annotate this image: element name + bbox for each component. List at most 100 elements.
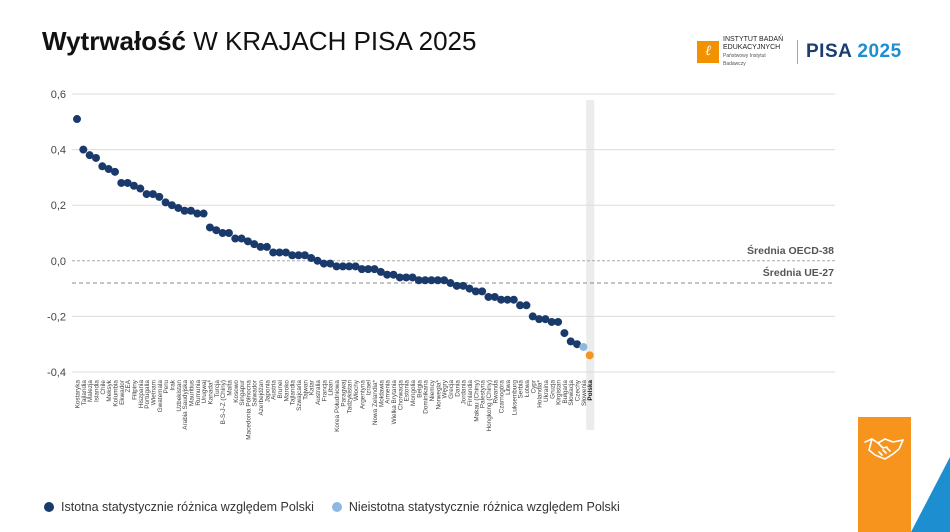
data-point <box>478 287 487 296</box>
x-tick-label: Paragwaj <box>340 380 347 407</box>
x-tick-label: Kosowo <box>233 380 240 403</box>
data-point <box>167 201 176 210</box>
x-tick-label: Azerbejdżan <box>258 380 265 416</box>
x-tick-label: B-S-J-Z (Chiny) <box>220 380 227 424</box>
data-point <box>516 301 525 310</box>
reference-line-label: Średnia OECD-38 <box>747 244 834 257</box>
data-point <box>117 178 126 187</box>
data-point <box>307 254 316 263</box>
data-point <box>522 301 531 310</box>
data-point <box>427 276 436 285</box>
x-tick-label: Brunei <box>277 380 284 398</box>
data-point <box>446 279 455 288</box>
data-point <box>452 281 461 290</box>
reference-lines: Średnia OECD-38 Średnia UE-27 <box>72 244 835 284</box>
x-tick-label: Meksyk <box>106 379 113 401</box>
handshake-icon <box>864 438 904 460</box>
data-point <box>383 270 392 279</box>
data-point <box>123 178 132 187</box>
x-tick-labels: Kostaryka Tajlandia Malezja Islandia Chile Me… <box>75 379 595 440</box>
x-tick-label: Gruzja <box>549 380 556 399</box>
x-tick-label: Dania <box>454 380 461 397</box>
data-point <box>79 145 88 154</box>
pisa-logo: PISA 2025 <box>806 41 902 63</box>
x-tick-label: Czechy <box>575 379 582 401</box>
data-point <box>186 206 195 215</box>
x-tick-label: Katar <box>309 379 316 395</box>
data-point <box>218 229 227 237</box>
data-point <box>231 234 240 243</box>
data-point <box>332 262 341 271</box>
x-tick-label: Dominikana <box>423 380 430 414</box>
x-tick-label: Hiszpania <box>138 380 145 409</box>
legend-item-significant: Istotna statystycznie różnica względem P… <box>44 500 314 514</box>
x-tick-label: Uzbekistan <box>176 380 183 412</box>
data-point <box>85 151 94 160</box>
x-tick-label: Turcja <box>214 380 221 398</box>
data-point <box>174 203 183 212</box>
x-tick-label: Jordania <box>461 380 468 405</box>
data-point <box>98 162 107 171</box>
data-point <box>262 242 271 251</box>
x-tick-label: Finlandia <box>467 380 474 406</box>
data-point <box>104 165 113 174</box>
ibe-logo-text: INSTYTUT BADAŃ EDUKACYJNYCH Państwowy In… <box>723 36 789 68</box>
reference-line-label: Średnia UE-27 <box>763 266 834 279</box>
x-tick-label: Irak <box>169 379 176 390</box>
x-tick-label: Kanada* <box>207 379 214 404</box>
x-tick-label: Kostaryka <box>75 380 82 409</box>
x-tick-label: Włochy <box>353 379 360 401</box>
data-point <box>440 276 449 285</box>
data-point <box>148 190 157 199</box>
data-point <box>193 209 202 218</box>
x-tick-label: Islandia <box>93 380 100 402</box>
y-tick-label: 0,2 <box>51 200 66 212</box>
x-tick-label: Grecja <box>448 380 455 399</box>
x-tick-label: Słowenia <box>581 380 588 406</box>
x-tick-label: Urugwaj <box>201 380 208 403</box>
legend-label-significant: Istotna statystycznie różnica względem P… <box>61 500 314 514</box>
x-tick-label: Serbia <box>518 380 525 399</box>
data-point <box>414 276 423 285</box>
x-tick-label: Chile <box>100 380 107 395</box>
x-tick-label: Malta <box>226 380 233 396</box>
data-point <box>585 351 594 360</box>
logo-separator <box>797 40 798 64</box>
x-tick-label: Wietnam <box>150 380 157 405</box>
data-point <box>490 292 499 301</box>
data-point <box>269 248 278 257</box>
decorative-blue-triangle <box>911 457 950 532</box>
data-point <box>535 315 544 324</box>
data-point <box>389 270 398 279</box>
x-tick-label: Korea Południowa <box>334 380 341 432</box>
data-point <box>484 292 493 301</box>
data-point <box>288 251 297 260</box>
data-point <box>357 265 366 274</box>
data-point <box>376 267 385 276</box>
x-tick-label: Cypr <box>530 379 537 393</box>
data-point <box>402 273 411 282</box>
data-point <box>205 223 214 232</box>
title-bold: Wytrwałość <box>42 26 187 56</box>
x-tick-label: Tajwan <box>302 380 309 400</box>
data-point <box>136 184 145 193</box>
x-tick-label: Australia <box>315 380 322 405</box>
x-tick-label: Słowacja <box>568 380 575 406</box>
y-tick-labels: 0,6 0,4 0,2 0,0 -0,2 -0,4 <box>47 89 66 379</box>
x-tick-label: Singapur <box>239 379 246 405</box>
legend-dot-not-significant <box>331 502 342 512</box>
legend-item-not-significant: Nieistotna statystycznie różnica względe… <box>331 500 620 514</box>
data-point <box>294 251 303 260</box>
data-point <box>326 259 335 268</box>
scatter-chart: 0,60,40,20,0-0,2-0,4 Średnia OECD-38Śred… <box>47 89 835 440</box>
x-tick-label: Salwador <box>252 379 259 407</box>
data-point <box>338 262 347 271</box>
data-point <box>110 167 119 176</box>
data-point <box>243 237 252 246</box>
x-tick-label: Ekwador <box>119 379 126 405</box>
grid <box>72 93 835 373</box>
x-tick-label: Belgia <box>416 380 423 398</box>
x-tick-label: Argentyna <box>359 380 366 410</box>
data-point <box>364 265 373 274</box>
x-tick-label: Węgry <box>442 379 449 398</box>
